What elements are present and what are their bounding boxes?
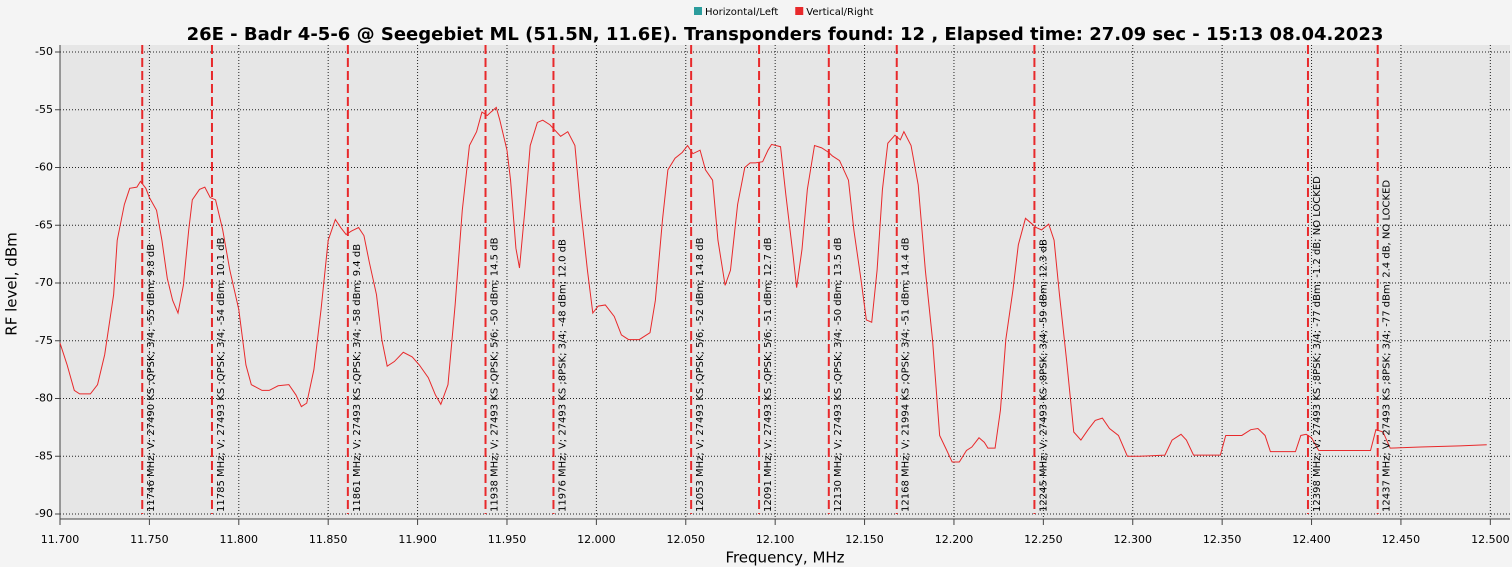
x-tick-label: 12.250 — [1024, 533, 1063, 546]
chart-title: 26E - Badr 4-5-6 @ Seegebiet ML (51.5N, … — [187, 24, 1384, 45]
legend-swatch — [694, 7, 702, 15]
x-tick-label: 11.950 — [488, 533, 527, 546]
transponder-label: 12091 MHz; V; 27493 KS ;QPSK; 5/6; -51 d… — [763, 237, 774, 512]
plot-area — [60, 45, 1510, 519]
series-line — [59, 106, 1487, 463]
x-tick-label: 11.750 — [130, 533, 169, 546]
x-tick-label: 11.800 — [220, 533, 259, 546]
transponder-label: 12398 MHz; V; 27493 KS ;8PSK; 3/4; -77 d… — [1312, 176, 1323, 512]
x-tick-label: 12.450 — [1382, 533, 1421, 546]
y-tick-label: -65 — [35, 218, 53, 231]
transponder-label: 11938 MHz; V; 27493 KS ;QPSK; 5/6; -50 d… — [490, 237, 501, 512]
transponder-label: 11976 MHz; V; 27493 KS ;8PSK; 3/4; -48 d… — [557, 239, 568, 512]
transponder-label: 11785 MHz; V; 27493 KS ;QPSK; 3/4; -54 d… — [216, 237, 227, 512]
y-tick-label: -70 — [35, 276, 53, 289]
transponder-label: 12130 MHz; V; 27493 KS ;QPSK; 3/4; -50 d… — [833, 237, 844, 512]
x-tick-label: 11.850 — [309, 533, 348, 546]
y-tick-label: -80 — [35, 392, 53, 405]
transponder-label: 12168 MHz; V; 21994 KS ;QPSK; 3/4; -51 d… — [901, 237, 912, 512]
transponder-label: 11861 MHz; V; 27493 KS ;QPSK; 3/4; -58 d… — [352, 244, 363, 512]
transponder-label: 12053 MHz; V; 27493 KS ;QPSK; 5/6; -52 d… — [695, 237, 706, 512]
x-tick-label: 11.900 — [398, 533, 437, 546]
y-tick-label: -60 — [35, 161, 53, 174]
transponder-label: 11746 MHz; V; 27490 KS ;QPSK; 3/4; -55 d… — [146, 244, 157, 512]
y-axis-label: RF level, dBm — [3, 232, 21, 335]
x-tick-label: 12.150 — [845, 533, 884, 546]
x-tick-label: 12.200 — [935, 533, 974, 546]
x-tick-label: 12.350 — [1203, 533, 1242, 546]
x-tick-label: 12.000 — [577, 533, 616, 546]
x-tick-label: 12.500 — [1471, 533, 1510, 546]
x-axis-label: Frequency, MHz — [725, 549, 844, 567]
y-tick-label: -90 — [35, 507, 53, 520]
x-tick-label: 12.100 — [756, 533, 795, 546]
legend-swatch — [795, 7, 804, 15]
legend-label: Horizontal/Left — [705, 7, 778, 18]
transponder-label: 12437 MHz; V; 27493 KS ;8PSK; 3/4; -77 d… — [1382, 180, 1393, 512]
y-tick-label: -85 — [35, 449, 53, 462]
y-tick-label: -75 — [35, 334, 53, 347]
x-tick-label: 12.300 — [1113, 533, 1152, 546]
y-tick-label: -50 — [35, 45, 53, 58]
x-tick-label: 12.400 — [1292, 533, 1331, 546]
transponder-label: 12245 MHz; V; 27493 KS ;8PSK; 3/4; -59 d… — [1038, 239, 1049, 512]
y-tick-label: -55 — [35, 103, 53, 116]
legend-label: Vertical/Right — [806, 7, 873, 18]
x-tick-label: 11.700 — [41, 533, 80, 546]
x-tick-label: 12.050 — [667, 533, 706, 546]
